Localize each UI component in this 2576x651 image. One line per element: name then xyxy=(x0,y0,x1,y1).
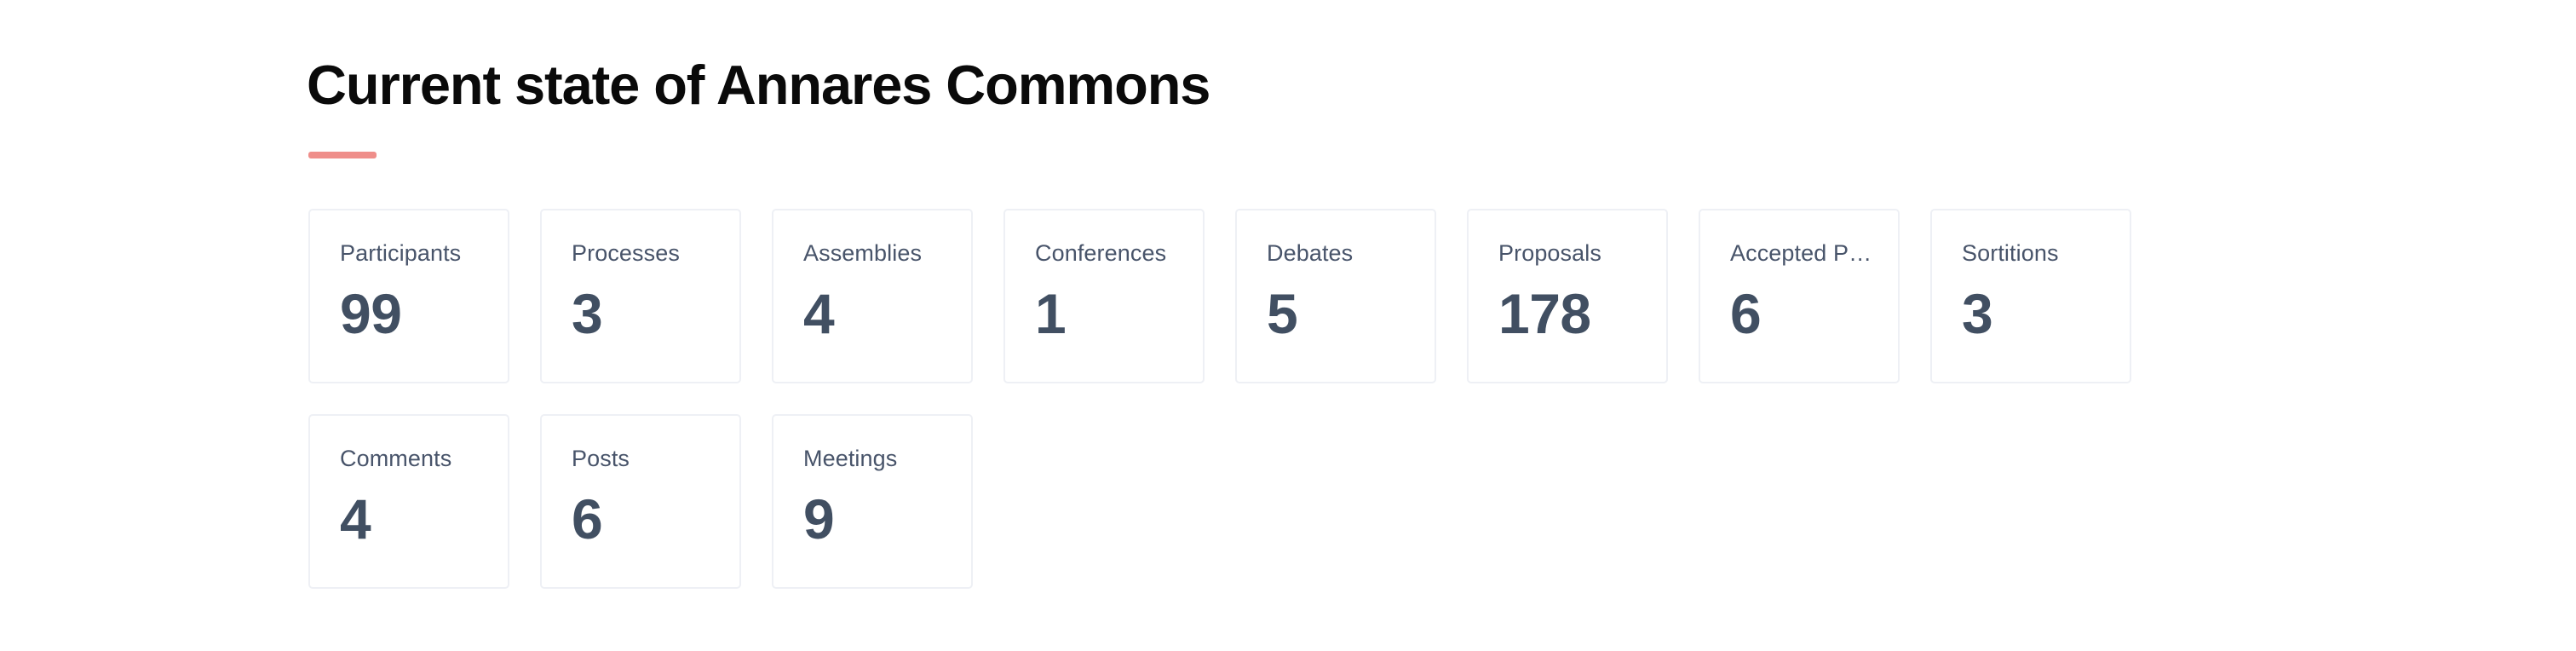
stat-card-comments[interactable]: Comments 4 xyxy=(308,414,509,589)
stat-card-debates[interactable]: Debates 5 xyxy=(1235,209,1436,383)
stat-label: Conferences xyxy=(1035,240,1167,266)
stat-value: 9 xyxy=(803,487,835,551)
stat-value: 4 xyxy=(803,282,835,346)
stat-value: 178 xyxy=(1498,282,1591,346)
stat-card-participants[interactable]: Participants 99 xyxy=(308,209,509,383)
stat-card-posts[interactable]: Posts 6 xyxy=(540,414,741,589)
stat-label: Participants xyxy=(340,240,462,266)
stat-label: Debates xyxy=(1267,240,1354,266)
stat-card-assemblies[interactable]: Assemblies 4 xyxy=(772,209,973,383)
stat-value: 3 xyxy=(1962,282,1993,346)
stat-label: Processes xyxy=(572,240,680,266)
stat-label: Accepted P… xyxy=(1730,240,1872,266)
stat-card-processes[interactable]: Processes 3 xyxy=(540,209,741,383)
stat-value: 99 xyxy=(340,282,402,346)
statistics-card-grid: Participants 99 Processes 3 Assemblies 4… xyxy=(308,209,2165,589)
stat-value: 1 xyxy=(1035,282,1067,346)
stat-card-meetings[interactable]: Meetings 9 xyxy=(772,414,973,589)
stat-card-conferences[interactable]: Conferences 1 xyxy=(1003,209,1205,383)
stat-value: 5 xyxy=(1267,282,1298,346)
stat-label: Comments xyxy=(340,446,452,471)
stat-value: 6 xyxy=(1730,282,1762,346)
stat-value: 6 xyxy=(572,487,603,551)
page-heading: Current state of Annares Commons xyxy=(307,19,1210,158)
stat-label: Meetings xyxy=(803,446,898,471)
stat-label: Posts xyxy=(572,446,630,471)
stat-card-accepted-proposals[interactable]: Accepted P… 6 xyxy=(1699,209,1900,383)
stat-card-sortitions[interactable]: Sortitions 3 xyxy=(1930,209,2131,383)
stat-label: Proposals xyxy=(1498,240,1601,266)
stat-value: 3 xyxy=(572,282,603,346)
page-title: Current state of Annares Commons xyxy=(307,53,1210,116)
title-accent-underline xyxy=(308,151,377,158)
stat-label: Sortitions xyxy=(1962,240,2059,266)
stat-card-proposals[interactable]: Proposals 178 xyxy=(1467,209,1668,383)
stat-label: Assemblies xyxy=(803,240,923,266)
stat-value: 4 xyxy=(340,487,371,551)
